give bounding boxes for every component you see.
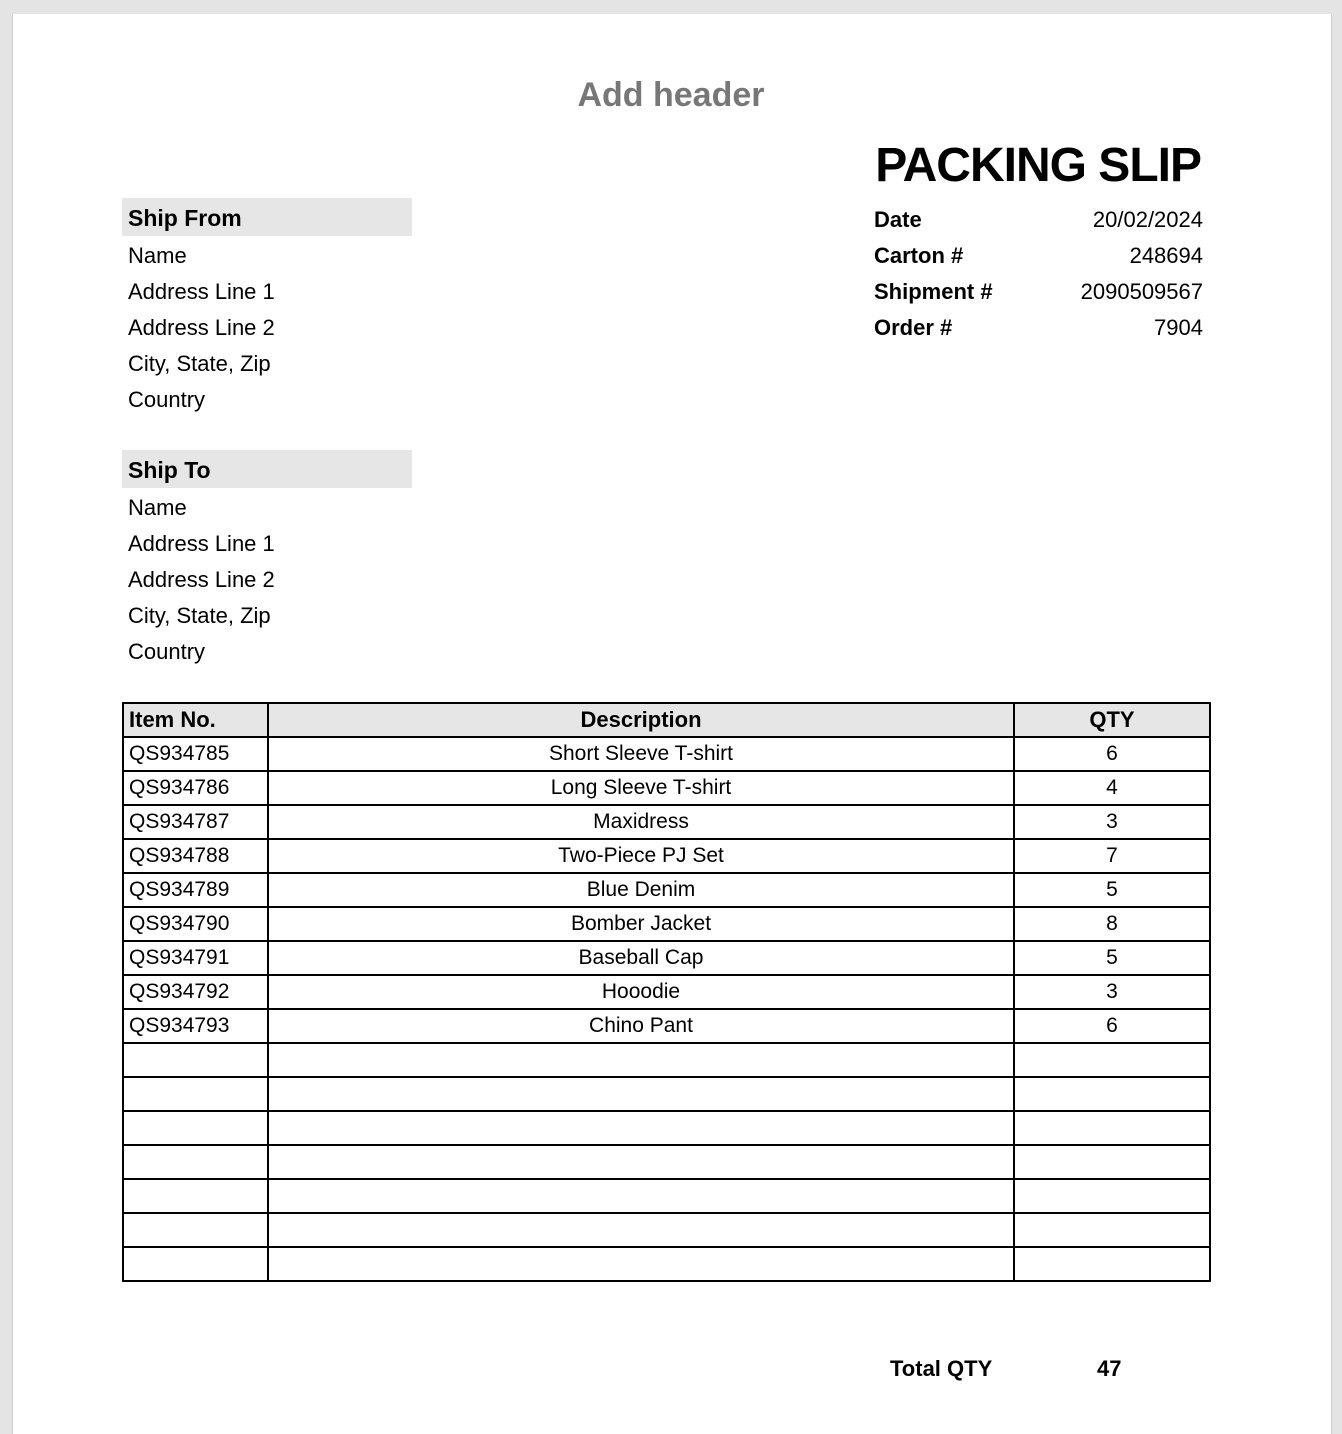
qty-cell[interactable] bbox=[1013, 1246, 1211, 1282]
description-cell[interactable]: Baseball Cap bbox=[267, 940, 1015, 976]
item-no-cell[interactable]: QS934789 bbox=[122, 872, 269, 908]
item-no-cell[interactable]: QS934793 bbox=[122, 1008, 269, 1044]
qty-cell[interactable]: 7 bbox=[1013, 838, 1211, 874]
description-cell[interactable]: Short Sleeve T-shirt bbox=[267, 736, 1015, 772]
description-cell[interactable]: Blue Denim bbox=[267, 872, 1015, 908]
header-placeholder[interactable]: Add header bbox=[577, 76, 765, 114]
table-row: QS934789 Blue Denim 5 bbox=[122, 872, 1211, 908]
ship-to-city: City, State, Zip bbox=[128, 603, 271, 628]
description-cell[interactable]: Bomber Jacket bbox=[267, 906, 1015, 942]
table-row bbox=[122, 1076, 1211, 1112]
item-no-cell[interactable]: QS934791 bbox=[122, 940, 269, 976]
qty-cell[interactable]: 3 bbox=[1013, 974, 1211, 1010]
qty-cell[interactable] bbox=[1013, 1076, 1211, 1112]
item-no-cell[interactable]: QS934785 bbox=[122, 736, 269, 772]
ship-from-name: Name bbox=[128, 243, 187, 268]
qty-cell[interactable]: 6 bbox=[1013, 736, 1211, 772]
description-cell[interactable]: Chino Pant bbox=[267, 1008, 1015, 1044]
description-cell[interactable]: Long Sleeve T-shirt bbox=[267, 770, 1015, 806]
qty-cell[interactable]: 4 bbox=[1013, 770, 1211, 806]
date-value: 20/02/2024 bbox=[1092, 207, 1203, 232]
qty-cell[interactable]: 5 bbox=[1013, 872, 1211, 908]
item-no-cell[interactable] bbox=[122, 1110, 269, 1146]
table-header-row: Item No. Description QTY bbox=[122, 702, 1211, 738]
item-no-cell[interactable]: QS934786 bbox=[122, 770, 269, 806]
table-row bbox=[122, 1246, 1211, 1282]
description-cell[interactable] bbox=[267, 1212, 1015, 1248]
table-row: QS934793 Chino Pant 6 bbox=[122, 1008, 1211, 1044]
ship-from-city: City, State, Zip bbox=[128, 351, 271, 376]
item-no-cell[interactable]: QS934788 bbox=[122, 838, 269, 874]
item-no-cell[interactable] bbox=[122, 1178, 269, 1214]
shipment-value: 2090509567 bbox=[1080, 279, 1203, 304]
table-row: QS934791 Baseball Cap 5 bbox=[122, 940, 1211, 976]
description-cell[interactable]: Hooodie bbox=[267, 974, 1015, 1010]
total-qty-label: Total QTY bbox=[890, 1356, 993, 1381]
qty-cell[interactable]: 6 bbox=[1013, 1008, 1211, 1044]
qty-cell[interactable]: 8 bbox=[1013, 906, 1211, 942]
carton-label: Carton # bbox=[874, 243, 964, 268]
carton-value: 248694 bbox=[1129, 243, 1203, 268]
table-row: QS934792 Hooodie 3 bbox=[122, 974, 1211, 1010]
table-row: QS934785 Short Sleeve T-shirt 6 bbox=[122, 736, 1211, 772]
item-no-cell[interactable]: QS934792 bbox=[122, 974, 269, 1010]
item-no-cell[interactable] bbox=[122, 1246, 269, 1282]
item-no-cell[interactable]: QS934790 bbox=[122, 906, 269, 942]
description-cell[interactable] bbox=[267, 1178, 1015, 1214]
table-row bbox=[122, 1042, 1211, 1078]
item-no-cell[interactable] bbox=[122, 1042, 269, 1078]
document-title: PACKING SLIP bbox=[875, 139, 1202, 192]
column-header-qty: QTY bbox=[1013, 702, 1211, 738]
qty-cell[interactable] bbox=[1013, 1178, 1211, 1214]
description-cell[interactable] bbox=[267, 1110, 1015, 1146]
qty-cell[interactable] bbox=[1013, 1042, 1211, 1078]
qty-cell[interactable]: 3 bbox=[1013, 804, 1211, 840]
description-cell[interactable]: Two-Piece PJ Set bbox=[267, 838, 1015, 874]
table-row: QS934787 Maxidress 3 bbox=[122, 804, 1211, 840]
description-cell[interactable] bbox=[267, 1246, 1015, 1282]
date-label: Date bbox=[874, 207, 922, 232]
ship-from-heading: Ship From bbox=[122, 198, 412, 236]
description-cell[interactable] bbox=[267, 1144, 1015, 1180]
ship-from-address2: Address Line 2 bbox=[128, 315, 275, 340]
items-table: Item No. Description QTY QS934785 Short S… bbox=[122, 702, 1211, 1282]
item-no-cell[interactable] bbox=[122, 1144, 269, 1180]
table-row: QS934786 Long Sleeve T-shirt 4 bbox=[122, 770, 1211, 806]
table-row bbox=[122, 1178, 1211, 1214]
description-cell[interactable]: Maxidress bbox=[267, 804, 1015, 840]
table-row bbox=[122, 1212, 1211, 1248]
item-no-cell[interactable] bbox=[122, 1212, 269, 1248]
order-value: 7904 bbox=[1154, 315, 1203, 340]
qty-cell[interactable] bbox=[1013, 1144, 1211, 1180]
ship-to-name: Name bbox=[128, 495, 187, 520]
column-header-item-no: Item No. bbox=[122, 702, 269, 738]
description-cell[interactable] bbox=[267, 1076, 1015, 1112]
ship-from-address1: Address Line 1 bbox=[128, 279, 275, 304]
table-row: QS934788 Two-Piece PJ Set 7 bbox=[122, 838, 1211, 874]
qty-cell[interactable] bbox=[1013, 1212, 1211, 1248]
item-no-cell[interactable]: QS934787 bbox=[122, 804, 269, 840]
qty-cell[interactable]: 5 bbox=[1013, 940, 1211, 976]
table-row: QS934790 Bomber Jacket 8 bbox=[122, 906, 1211, 942]
table-row bbox=[122, 1144, 1211, 1180]
qty-cell[interactable] bbox=[1013, 1110, 1211, 1146]
ship-to-heading: Ship To bbox=[122, 450, 412, 488]
item-no-cell[interactable] bbox=[122, 1076, 269, 1112]
description-cell[interactable] bbox=[267, 1042, 1015, 1078]
table-row bbox=[122, 1110, 1211, 1146]
ship-to-address1: Address Line 1 bbox=[128, 531, 275, 556]
ship-from-country: Country bbox=[128, 387, 206, 412]
shipment-label: Shipment # bbox=[874, 279, 993, 304]
order-label: Order # bbox=[874, 315, 953, 340]
total-qty-value: 47 bbox=[1097, 1356, 1122, 1381]
column-header-description: Description bbox=[267, 702, 1015, 738]
ship-to-address2: Address Line 2 bbox=[128, 567, 275, 592]
ship-to-country: Country bbox=[128, 639, 206, 664]
